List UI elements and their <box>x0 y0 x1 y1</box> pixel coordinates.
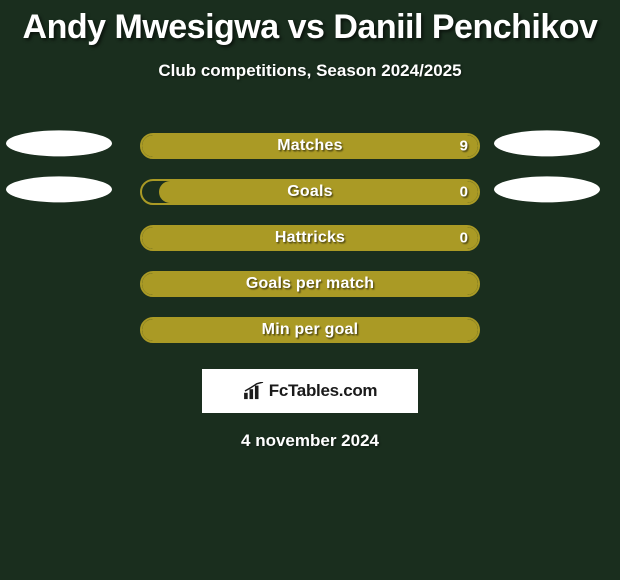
logo-box: FcTables.com <box>202 369 418 413</box>
page-title: Andy Mwesigwa vs Daniil Penchikov <box>0 0 620 47</box>
stat-label: Hattricks <box>142 229 478 247</box>
stat-label: Goals <box>142 183 478 201</box>
stat-bar: Goals per match <box>140 271 480 297</box>
stat-row: Goals0 <box>0 169 620 215</box>
stat-row: Goals per match <box>0 261 620 307</box>
player-right-ellipse <box>494 130 600 156</box>
stat-value-right: 9 <box>460 138 468 155</box>
logo-text: FcTables.com <box>269 381 378 401</box>
bar-chart-icon <box>243 382 265 400</box>
stat-bar: Min per goal <box>140 317 480 343</box>
player-right-ellipse <box>494 176 600 202</box>
player-left-ellipse <box>6 176 112 202</box>
stat-bar: Matches9 <box>140 133 480 159</box>
stat-row: Min per goal <box>0 307 620 353</box>
stat-label: Matches <box>142 137 478 155</box>
stat-row: Matches9 <box>0 123 620 169</box>
stat-value-right: 0 <box>460 230 468 247</box>
stat-bar: Hattricks0 <box>140 225 480 251</box>
page-subtitle: Club competitions, Season 2024/2025 <box>0 61 620 81</box>
stats-rows: Matches9Goals0Hattricks0Goals per matchM… <box>0 123 620 353</box>
stat-value-right: 0 <box>460 184 468 201</box>
stat-bar: Goals0 <box>140 179 480 205</box>
stat-label: Goals per match <box>142 275 478 293</box>
stat-label: Min per goal <box>142 321 478 339</box>
date-text: 4 november 2024 <box>0 431 620 451</box>
stat-row: Hattricks0 <box>0 215 620 261</box>
player-left-ellipse <box>6 130 112 156</box>
